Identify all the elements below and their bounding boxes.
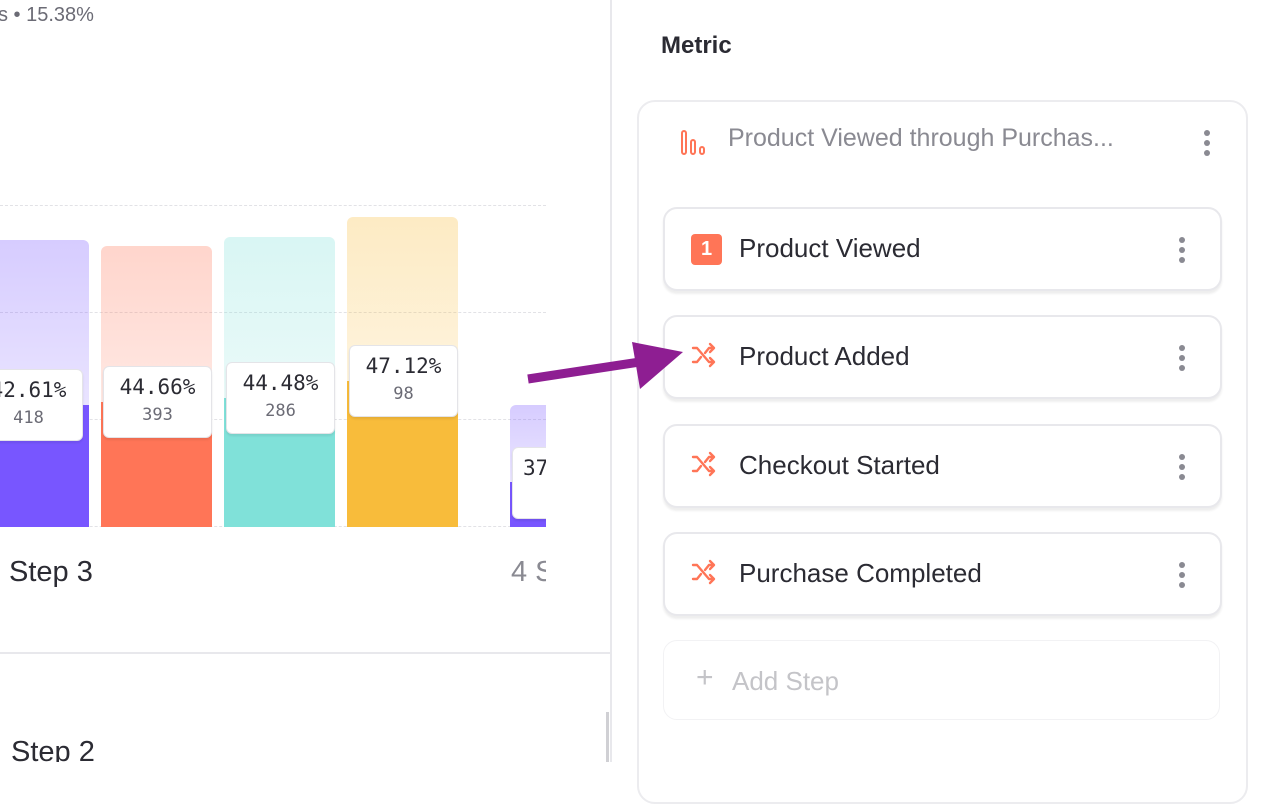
bar-count: 393 (142, 405, 173, 425)
bar-percent: 37 (523, 456, 546, 480)
scrollbar[interactable] (606, 712, 609, 762)
bar-percent: 47.12% (365, 354, 442, 378)
step-2-label: Step 2 (11, 736, 95, 762)
step-menu-icon[interactable] (1179, 562, 1185, 592)
funnel-chart-icon (681, 130, 705, 155)
funnel-chart: 42.61% 418 44.66% 393 44.48% 286 47.12% 98 37 (0, 190, 546, 540)
metric-heading: Metric (661, 32, 732, 59)
bar-percent: 44.66% (119, 375, 196, 399)
step-menu-icon[interactable] (1179, 454, 1185, 484)
report-name[interactable]: Product Viewed through Purchas... (728, 124, 1114, 152)
bar-label: 44.66% 393 (103, 366, 212, 438)
bar-label: 44.48% 286 (226, 362, 335, 434)
step-name: Checkout Started (739, 450, 940, 480)
funnel-chart-area: s • 15.38% 42.61% 418 44.66% 393 44.48% 286 47… (0, 0, 610, 762)
shuffle-icon (691, 451, 716, 477)
bar-percent: 42.61% (0, 378, 67, 402)
add-step-label: Add Step (732, 666, 839, 696)
bar-count: 286 (265, 401, 296, 421)
bar-count: 418 (13, 408, 44, 428)
panel-divider (610, 0, 612, 762)
conversion-summary: s • 15.38% (0, 4, 94, 26)
plus-icon: + (696, 661, 714, 694)
shuffle-icon (691, 559, 716, 585)
report-menu-icon[interactable] (1204, 130, 1210, 160)
divider (0, 652, 610, 654)
bar-label: 47.12% 98 (349, 345, 458, 417)
step-3-label: Step 3 (9, 556, 93, 588)
shuffle-icon (691, 342, 716, 368)
step-name: Purchase Completed (739, 558, 982, 588)
step-menu-icon[interactable] (1179, 237, 1185, 267)
bar-percent: 44.48% (242, 371, 319, 395)
bar-label: 42.61% 418 (0, 369, 83, 441)
step-card-checkout-started[interactable]: Checkout Started (663, 424, 1222, 508)
gridline (0, 205, 546, 206)
step-name: Product Added (739, 341, 910, 371)
step-4-label: 4 S (511, 556, 546, 588)
step-card-purchase-completed[interactable]: Purchase Completed (663, 532, 1222, 616)
step-menu-icon[interactable] (1179, 345, 1185, 375)
gridline (0, 312, 546, 313)
bar-label: 37 (512, 447, 546, 519)
step-card-product-added[interactable]: Product Added (663, 315, 1222, 399)
add-step-button[interactable]: + Add Step (663, 640, 1220, 720)
step-number-badge: 1 (691, 234, 722, 265)
step-name: Product Viewed (739, 233, 921, 263)
step-card-product-viewed[interactable]: 1 Product Viewed (663, 207, 1222, 291)
bar-count: 98 (393, 384, 414, 404)
